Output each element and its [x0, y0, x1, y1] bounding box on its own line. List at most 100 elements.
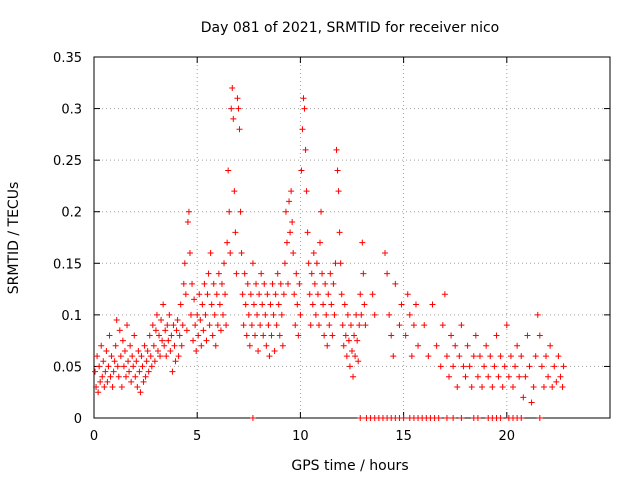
data-point	[560, 363, 567, 370]
data-point	[474, 415, 481, 421]
y-axis-label: SRMTID / TECUs	[6, 182, 22, 295]
data-point	[369, 291, 376, 298]
data-point	[197, 317, 204, 324]
data-point	[151, 358, 158, 365]
y-tick-label: 0.25	[53, 154, 82, 169]
data-point	[144, 347, 151, 354]
data-point	[228, 105, 235, 112]
data-point	[549, 384, 556, 391]
data-point	[404, 291, 411, 298]
data-point	[279, 342, 286, 349]
data-point	[191, 296, 198, 303]
data-point	[119, 337, 126, 344]
data-point	[109, 384, 116, 391]
data-point	[179, 322, 186, 329]
data-point	[479, 384, 486, 391]
data-point	[225, 167, 232, 174]
data-point	[176, 332, 183, 339]
data-point	[499, 384, 506, 391]
data-point	[115, 373, 122, 380]
data-point	[226, 208, 233, 215]
data-point	[329, 332, 336, 339]
x-tick-label: 5	[193, 429, 201, 444]
data-point	[202, 311, 209, 318]
data-point	[386, 311, 393, 318]
data-point	[250, 301, 257, 308]
data-point	[520, 394, 527, 401]
data-point	[95, 389, 102, 396]
data-point	[495, 373, 502, 380]
data-point	[452, 342, 459, 349]
data-point	[194, 311, 201, 318]
data-point	[425, 353, 432, 360]
data-point	[122, 373, 129, 380]
data-point	[559, 384, 566, 391]
data-point	[514, 342, 521, 349]
data-point	[384, 270, 391, 277]
data-point	[141, 342, 148, 349]
data-point	[138, 353, 145, 360]
data-point	[464, 342, 471, 349]
data-point	[351, 332, 358, 339]
data-point	[156, 332, 163, 339]
data-point	[222, 291, 229, 298]
data-point	[178, 342, 185, 349]
data-point	[412, 301, 419, 308]
data-point	[221, 260, 228, 267]
data-point	[98, 342, 105, 349]
data-point	[349, 347, 355, 354]
data-point	[137, 389, 144, 396]
data-point	[278, 311, 285, 318]
data-point	[213, 291, 220, 298]
data-point	[360, 270, 367, 277]
data-point	[185, 208, 192, 215]
data-point	[268, 332, 275, 339]
data-point	[272, 291, 279, 298]
data-point	[242, 301, 249, 308]
data-point	[294, 301, 301, 308]
data-point	[532, 353, 539, 360]
data-point	[183, 327, 190, 334]
data-point	[345, 337, 352, 344]
data-point	[130, 363, 137, 370]
data-point	[220, 311, 226, 318]
data-point	[193, 347, 200, 354]
data-point	[239, 291, 246, 298]
data-point	[128, 378, 135, 385]
data-point	[470, 353, 477, 360]
data-point	[149, 322, 156, 329]
data-point	[292, 322, 299, 329]
data-point	[324, 342, 331, 349]
data-point	[218, 280, 225, 287]
data-point	[388, 332, 395, 339]
plot-frame	[93, 56, 611, 419]
data-point	[93, 384, 100, 391]
data-point	[357, 415, 364, 421]
data-point	[256, 291, 263, 298]
data-point	[352, 353, 359, 360]
data-points	[92, 84, 567, 421]
data-point	[160, 301, 167, 308]
data-point	[235, 105, 242, 112]
data-point	[415, 342, 422, 349]
data-point	[485, 373, 492, 380]
data-point	[331, 311, 338, 318]
data-point	[557, 373, 564, 380]
data-point	[111, 358, 118, 365]
data-point	[297, 311, 304, 318]
data-point	[466, 363, 473, 370]
data-point	[290, 249, 297, 256]
data-point	[227, 249, 234, 256]
data-point	[269, 280, 276, 287]
data-point	[538, 363, 545, 370]
chart-title: Day 081 of 2021, SRMTID for receiver nic…	[201, 20, 499, 36]
data-point	[273, 322, 280, 329]
data-point	[209, 332, 216, 339]
data-point	[100, 358, 107, 365]
data-point	[200, 327, 207, 334]
data-point	[261, 280, 268, 287]
data-point	[337, 260, 344, 267]
data-point	[396, 322, 403, 329]
data-point	[162, 327, 169, 334]
data-point	[104, 378, 111, 385]
